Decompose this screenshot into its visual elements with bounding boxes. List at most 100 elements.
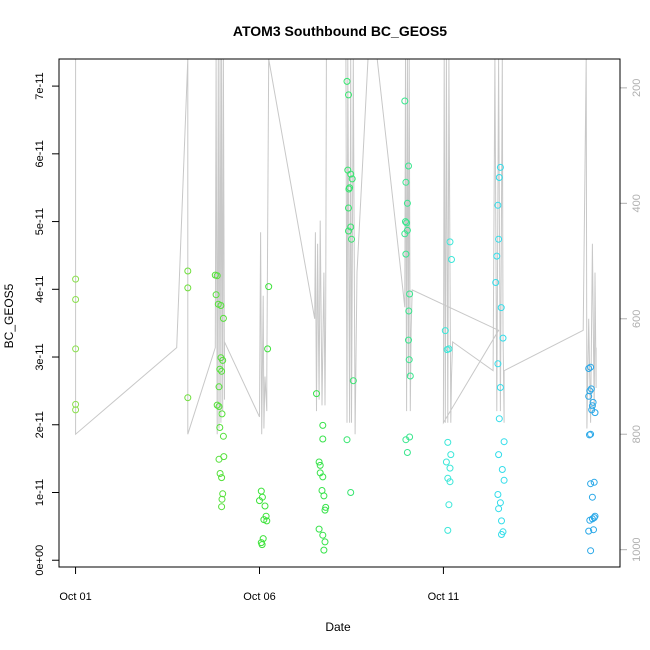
- data-point: [320, 492, 328, 500]
- data-point: [218, 410, 226, 418]
- data-point: [495, 415, 503, 423]
- data-point: [402, 436, 410, 444]
- data-point: [345, 227, 352, 235]
- data-point: [213, 272, 221, 280]
- data-point: [261, 502, 269, 510]
- data-point: [498, 531, 505, 538]
- data-point: [72, 296, 80, 303]
- x-tick-label: Oct 01: [59, 591, 91, 603]
- data-point: [265, 283, 273, 291]
- y2-tick-label: 800: [631, 425, 643, 443]
- data-point: [406, 290, 414, 298]
- y-tick-label: 2e-11: [34, 411, 46, 438]
- data-point: [184, 394, 192, 402]
- data-point: [217, 302, 225, 309]
- data-point: [319, 531, 327, 539]
- data-point: [215, 403, 223, 410]
- data-point: [587, 385, 595, 393]
- pressure-profile-line: [75, 58, 597, 436]
- data-point: [406, 372, 414, 380]
- data-point: [403, 219, 411, 227]
- data-point: [316, 461, 324, 469]
- data-point: [345, 91, 352, 99]
- data-point: [444, 526, 452, 534]
- data-point: [258, 541, 266, 549]
- data-point: [213, 401, 221, 409]
- data-point: [494, 201, 502, 209]
- data-point: [345, 185, 353, 193]
- data-point: [585, 365, 593, 372]
- y2-tick-label: 200: [631, 79, 643, 97]
- data-point: [495, 505, 503, 513]
- data-point: [218, 367, 226, 375]
- data-point: [313, 390, 320, 398]
- data-point: [219, 356, 227, 364]
- data-point: [446, 478, 454, 486]
- data-point: [446, 464, 454, 472]
- data-point: [588, 402, 596, 410]
- x-axis-label: Date: [325, 620, 351, 634]
- data-point: [402, 218, 409, 226]
- data-point: [403, 449, 411, 456]
- data-point: [495, 174, 503, 181]
- data-point: [321, 506, 329, 514]
- data-point: [321, 538, 329, 546]
- data-point: [215, 455, 223, 463]
- data-point: [315, 525, 323, 533]
- data-point: [218, 503, 226, 511]
- data-point: [72, 345, 80, 353]
- data-point: [496, 499, 504, 507]
- data-point: [347, 170, 355, 178]
- x-tick-label: Oct 11: [428, 591, 460, 603]
- data-point: [212, 291, 220, 299]
- y2-tick-label: 600: [631, 310, 643, 328]
- data-point: [403, 199, 411, 207]
- pressure-profile-group: [75, 58, 597, 436]
- data-point: [500, 476, 508, 484]
- data-point: [405, 356, 413, 364]
- plot-frame: [58, 58, 621, 568]
- data-point: [216, 365, 224, 373]
- data-point: [493, 252, 501, 260]
- data-point: [500, 438, 508, 446]
- data-point: [443, 346, 451, 354]
- data-point: [585, 527, 593, 535]
- y-tick-label: 3e-11: [34, 343, 46, 370]
- data-point: [348, 175, 356, 183]
- data-point: [315, 458, 323, 466]
- data-point: [219, 314, 227, 322]
- data-point: [591, 409, 599, 417]
- data-point: [441, 327, 449, 335]
- data-point: [499, 334, 507, 342]
- data-point: [497, 304, 505, 312]
- data-point: [496, 163, 504, 171]
- data-point: [590, 526, 597, 534]
- data-point: [256, 497, 263, 505]
- data-point: [498, 466, 506, 473]
- data-point: [587, 547, 595, 555]
- data-point: [263, 517, 271, 525]
- y-tick-label: 7e-11: [34, 72, 46, 99]
- data-point: [587, 430, 595, 438]
- data-point: [585, 392, 593, 400]
- data-point: [72, 275, 80, 283]
- data-point: [264, 345, 272, 353]
- data-point: [216, 470, 224, 477]
- data-point: [588, 493, 596, 501]
- y-tick-label: 5e-11: [34, 208, 46, 235]
- y-tick-label: 0e+00: [34, 545, 46, 576]
- data-point: [586, 431, 593, 439]
- data-point: [215, 383, 223, 391]
- data-point: [496, 384, 504, 391]
- data-point: [319, 421, 327, 429]
- data-point: [347, 223, 355, 231]
- data-point: [347, 489, 355, 496]
- data-point: [405, 307, 413, 315]
- data-point: [345, 204, 352, 212]
- data-point: [319, 435, 327, 443]
- data-point: [495, 451, 503, 459]
- data-point: [589, 398, 597, 406]
- data-point: [405, 336, 412, 344]
- data-point: [587, 363, 595, 371]
